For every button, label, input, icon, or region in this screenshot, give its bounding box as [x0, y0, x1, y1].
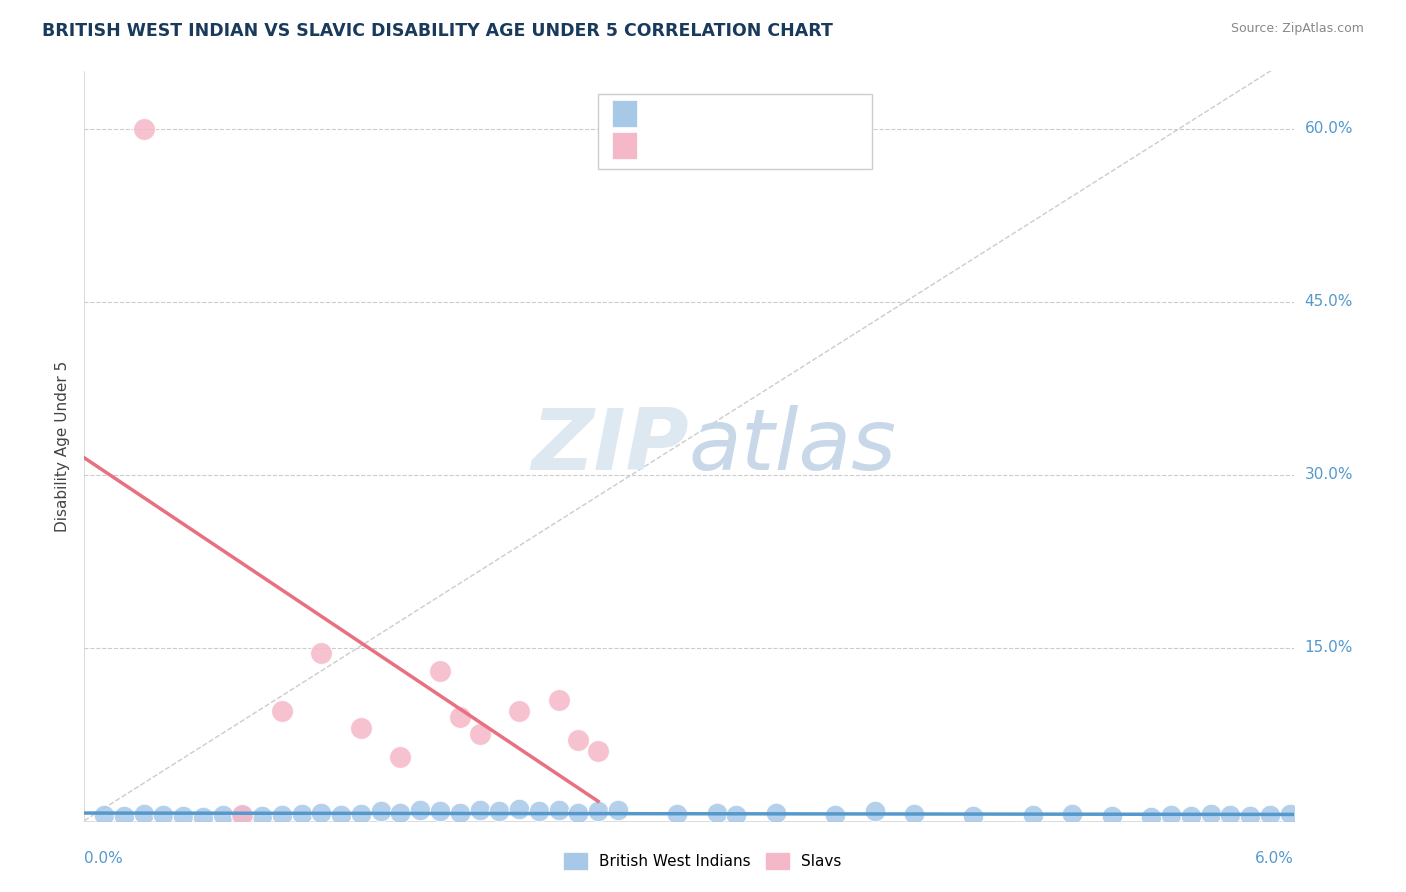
Text: 30.0%: 30.0%: [1305, 467, 1353, 483]
Point: [1022, 808, 1045, 822]
Point: [527, 805, 550, 819]
Point: [389, 805, 412, 820]
Point: [152, 808, 174, 822]
Point: [191, 810, 214, 824]
Point: [586, 805, 609, 819]
Point: [1180, 809, 1202, 823]
Point: [250, 809, 273, 823]
Point: [271, 808, 294, 822]
Point: [132, 806, 155, 821]
Point: [1239, 809, 1261, 823]
Point: [706, 805, 728, 820]
Point: [429, 664, 451, 678]
Point: [765, 805, 787, 820]
Point: [1101, 809, 1123, 823]
Text: 0.0%: 0.0%: [84, 851, 124, 866]
Point: [93, 808, 115, 822]
Point: [1278, 806, 1301, 821]
Text: Source: ZipAtlas.com: Source: ZipAtlas.com: [1230, 22, 1364, 36]
Point: [1219, 808, 1241, 822]
Text: R =  0.468   N = 13: R = 0.468 N = 13: [651, 138, 824, 153]
Point: [311, 647, 333, 661]
Point: [409, 803, 432, 817]
Point: [567, 733, 589, 747]
Point: [863, 805, 886, 819]
Point: [1140, 810, 1163, 824]
Point: [666, 806, 689, 821]
Point: [112, 809, 135, 823]
Text: 60.0%: 60.0%: [1305, 121, 1353, 136]
Point: [468, 803, 491, 817]
Point: [172, 809, 194, 823]
Point: [211, 808, 233, 822]
Point: [725, 808, 748, 822]
Point: [1258, 808, 1281, 822]
Legend: British West Indians, Slavs: British West Indians, Slavs: [558, 847, 848, 875]
Point: [962, 809, 984, 823]
Text: BRITISH WEST INDIAN VS SLAVIC DISABILITY AGE UNDER 5 CORRELATION CHART: BRITISH WEST INDIAN VS SLAVIC DISABILITY…: [42, 22, 832, 40]
Point: [468, 727, 491, 741]
Point: [488, 805, 510, 819]
Point: [449, 805, 471, 820]
Point: [370, 805, 392, 819]
Point: [291, 806, 314, 821]
Point: [389, 750, 412, 764]
Point: [1199, 806, 1222, 821]
Y-axis label: Disability Age Under 5: Disability Age Under 5: [55, 360, 70, 532]
Point: [132, 122, 155, 136]
Text: ZIP: ZIP: [531, 404, 689, 488]
Text: R = -0.088   N = 47: R = -0.088 N = 47: [651, 106, 824, 120]
Point: [903, 806, 925, 821]
Point: [231, 808, 253, 822]
Point: [350, 806, 373, 821]
Point: [547, 692, 569, 706]
Point: [330, 808, 353, 822]
Point: [1160, 808, 1182, 822]
Point: [449, 710, 471, 724]
Point: [824, 808, 846, 822]
Point: [567, 805, 589, 820]
Text: 45.0%: 45.0%: [1305, 294, 1353, 310]
Point: [311, 805, 333, 820]
Point: [508, 704, 530, 718]
Point: [1298, 809, 1320, 823]
Point: [508, 802, 530, 816]
Point: [350, 722, 373, 736]
Point: [1062, 806, 1084, 821]
Point: [271, 704, 294, 718]
Point: [547, 803, 569, 817]
Point: [429, 805, 451, 819]
Point: [231, 806, 253, 821]
Point: [586, 744, 609, 758]
Text: atlas: atlas: [689, 404, 897, 488]
Text: 15.0%: 15.0%: [1305, 640, 1353, 656]
Text: 6.0%: 6.0%: [1254, 851, 1294, 866]
Point: [606, 803, 628, 817]
